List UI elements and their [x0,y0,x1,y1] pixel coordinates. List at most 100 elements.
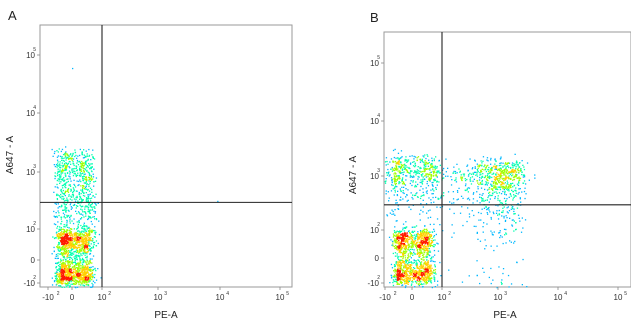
event-dot [75,272,78,274]
event-dot [90,197,93,199]
event-dot [433,236,435,238]
event-dot [499,174,501,176]
event-dot [396,253,398,255]
event-dot [84,239,86,241]
event-dot [60,285,62,287]
event-dot [493,212,495,215]
event-dot [407,268,409,270]
event-dot [422,266,424,268]
event-dot [68,243,70,245]
event-dot [397,269,399,271]
event-dot [54,237,56,239]
event-dot [65,235,67,238]
event-dot [65,278,67,281]
event-dot [432,239,434,241]
event-dot [407,189,409,191]
event-dot [397,276,400,278]
event-dot [78,264,80,266]
event-dot [429,178,431,180]
event-dot [59,161,61,163]
event-dot [501,184,503,186]
event-dot [62,233,64,235]
event-dot [400,161,402,163]
event-dot [83,149,85,151]
event-dot [457,198,459,200]
event-dot [55,175,57,178]
event-dot [66,178,68,180]
event-dot [414,273,416,275]
event-dot [393,240,395,242]
event-dot [59,253,61,255]
event-dot [399,280,401,282]
event-dot [92,239,94,241]
event-dot [451,236,453,238]
event-dot [512,199,514,201]
event-dot [504,220,507,222]
event-dot [515,176,517,178]
event-dot [85,213,87,215]
event-dot [429,268,431,270]
event-dot [407,230,410,233]
event-dot [67,260,69,262]
event-dot [66,277,68,279]
event-dot [396,238,398,240]
event-dot [407,256,409,259]
event-dot [87,272,89,274]
event-dot [82,277,84,280]
event-dot [466,165,468,167]
event-dot [416,242,418,244]
event-dot [397,275,399,277]
event-dot [510,178,512,180]
event-dot [70,153,72,155]
event-dot [79,235,82,237]
event-dot [489,172,491,174]
event-dot [393,265,396,268]
event-dot [420,281,422,283]
event-dot [54,272,57,274]
event-dot [74,247,76,249]
event-dot [415,181,417,183]
event-dot [60,268,62,270]
event-dot [77,240,79,242]
event-dot [515,195,517,197]
event-dot [77,267,79,269]
event-dot [67,187,70,190]
event-dot [429,278,431,280]
event-dot [71,155,74,157]
event-dot [84,187,86,190]
event-dot [397,267,400,269]
event-dot [65,211,67,213]
event-dot [60,164,62,167]
event-dot [534,177,536,179]
event-dot [399,237,401,239]
event-dot [430,164,432,166]
event-dot [501,186,503,188]
event-dot [92,173,94,175]
event-dot [78,278,80,280]
event-dot [492,183,495,185]
event-dot [411,226,413,228]
event-dot [519,188,521,190]
event-dot [417,172,419,174]
event-dot [427,175,429,178]
event-dot [58,273,61,276]
event-dot [424,168,426,170]
event-dot [402,171,404,174]
event-dot [65,237,68,239]
event-dot [81,160,83,163]
event-dot [418,248,421,250]
event-dot [434,179,437,182]
event-dot [427,251,429,253]
event-dot [484,199,486,202]
event-dot [89,261,91,263]
event-dot [479,181,482,184]
event-dot [402,236,404,238]
event-dot [477,238,479,240]
event-dot [55,203,57,205]
event-dot [404,257,407,259]
event-dot [414,270,417,272]
event-dot [402,261,404,263]
event-dot [412,176,414,178]
event-dot [69,278,71,280]
event-dot [509,186,512,189]
